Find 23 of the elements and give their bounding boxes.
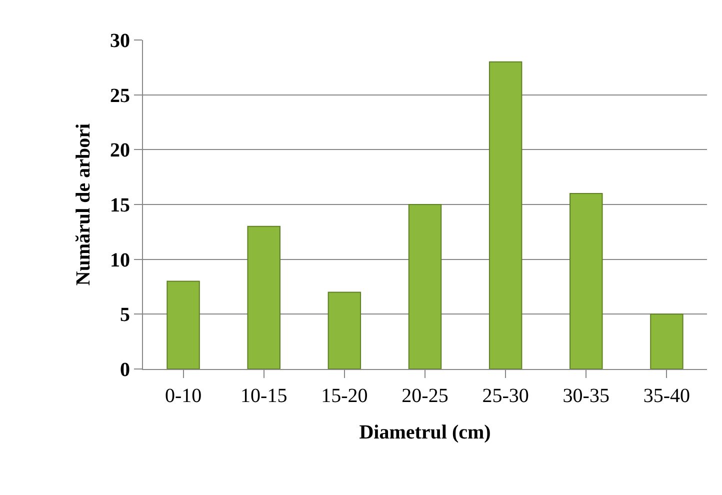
y-tick-label: 0 (120, 359, 130, 381)
x-tick-label: 30-35 (562, 385, 610, 407)
y-tick-label: 10 (110, 249, 130, 272)
bar (328, 292, 362, 369)
y-tick-label: 30 (110, 30, 130, 52)
x-tick-label: 20-25 (402, 385, 448, 407)
x-axis-title: Diametrul (cm) (359, 422, 491, 444)
x-tick-label: 25-30 (482, 385, 529, 407)
x-tick-label: 35-40 (643, 385, 690, 407)
y-axis-title: Numărul de arbori (72, 122, 94, 286)
y-tick-label: 20 (110, 140, 130, 162)
x-tick-label: 15-20 (321, 385, 368, 407)
x-tick-label: 10-15 (240, 385, 288, 407)
y-tick-label: 15 (110, 194, 130, 216)
y-tick-label: 25 (110, 84, 130, 107)
y-tick-label: 5 (120, 304, 130, 326)
bar (570, 193, 603, 369)
bar (488, 61, 522, 369)
bar (247, 226, 280, 369)
bar (650, 314, 684, 369)
bar (408, 204, 442, 369)
x-tick-label: 0-10 (164, 385, 202, 407)
bar (166, 280, 200, 369)
